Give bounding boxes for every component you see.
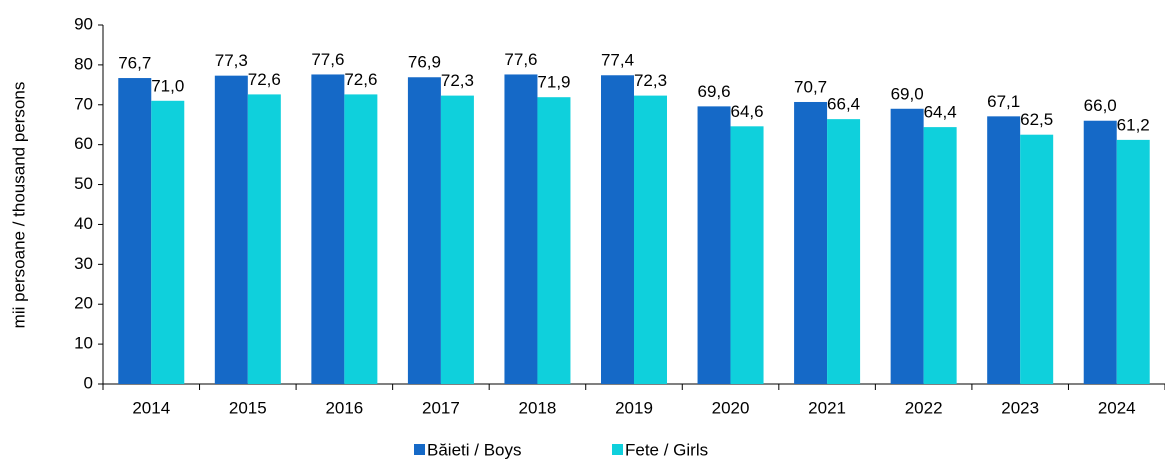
bar (890, 108, 924, 385)
bar (697, 106, 731, 384)
bar (730, 126, 764, 384)
bar (827, 119, 861, 384)
bar (311, 74, 345, 384)
value-label: 71,9 (537, 73, 570, 92)
y-tick-label: 40 (74, 214, 93, 233)
value-label: 72,6 (344, 70, 377, 89)
y-tick-label: 30 (74, 254, 93, 273)
bar (601, 75, 634, 384)
value-label: 66,4 (827, 95, 860, 114)
y-tick-label: 10 (74, 334, 93, 353)
bar (118, 78, 152, 385)
bar (247, 94, 281, 384)
legend-label: Băieti / Boys (427, 440, 522, 459)
bar (1116, 139, 1150, 384)
value-label: 61,2 (1117, 115, 1150, 134)
legend-swatch (414, 444, 425, 455)
value-label: 62,5 (1020, 110, 1053, 129)
value-label: 71,0 (151, 76, 184, 95)
value-label: 69,0 (891, 84, 924, 103)
bar (923, 127, 957, 385)
y-tick-label: 80 (74, 54, 93, 73)
x-tick-label: 2024 (1098, 398, 1136, 417)
value-label: 72,3 (441, 71, 474, 90)
y-tick-label: 70 (74, 94, 93, 113)
value-label: 72,3 (634, 71, 667, 90)
x-tick-label: 2021 (808, 398, 846, 417)
y-tick-label: 50 (74, 174, 93, 193)
bar (794, 101, 828, 384)
legend-label: Fete / Girls (625, 440, 708, 459)
bar (440, 95, 474, 384)
bar (504, 74, 538, 384)
x-tick-label: 2019 (615, 398, 653, 417)
bar (987, 116, 1021, 385)
bar (214, 75, 248, 385)
value-label: 77,4 (601, 51, 634, 70)
y-axis-label: mii persoane / thousand persons (9, 82, 28, 329)
legend-swatch (612, 444, 623, 455)
y-tick-label: 90 (74, 14, 93, 33)
x-tick-label: 2017 (422, 398, 460, 417)
bar (537, 97, 571, 385)
bar (1083, 120, 1117, 384)
y-tick-label: 60 (74, 134, 93, 153)
bar (407, 77, 441, 384)
value-label: 76,9 (408, 53, 441, 72)
bar (151, 100, 185, 385)
bar (344, 94, 378, 384)
x-tick-label: 2023 (1001, 398, 1039, 417)
value-label: 72,6 (248, 70, 281, 89)
x-tick-label: 2016 (325, 398, 363, 417)
x-tick-label: 2015 (229, 398, 267, 417)
value-label: 77,6 (504, 50, 537, 69)
value-label: 64,6 (730, 102, 763, 121)
y-tick-label: 20 (74, 294, 93, 313)
value-label: 66,0 (1084, 96, 1117, 115)
value-label: 67,1 (987, 92, 1020, 111)
bar (634, 95, 667, 384)
value-label: 64,4 (924, 103, 957, 122)
value-label: 77,3 (215, 51, 248, 70)
y-tick-label: 0 (84, 373, 93, 392)
value-label: 76,7 (118, 54, 151, 73)
value-label: 69,6 (697, 82, 730, 101)
x-tick-label: 2014 (132, 398, 170, 417)
x-tick-label: 2020 (712, 398, 750, 417)
x-tick-label: 2022 (905, 398, 943, 417)
x-tick-label: 2018 (519, 398, 557, 417)
bar (1020, 134, 1054, 384)
value-label: 70,7 (794, 77, 827, 96)
value-label: 77,6 (311, 50, 344, 69)
